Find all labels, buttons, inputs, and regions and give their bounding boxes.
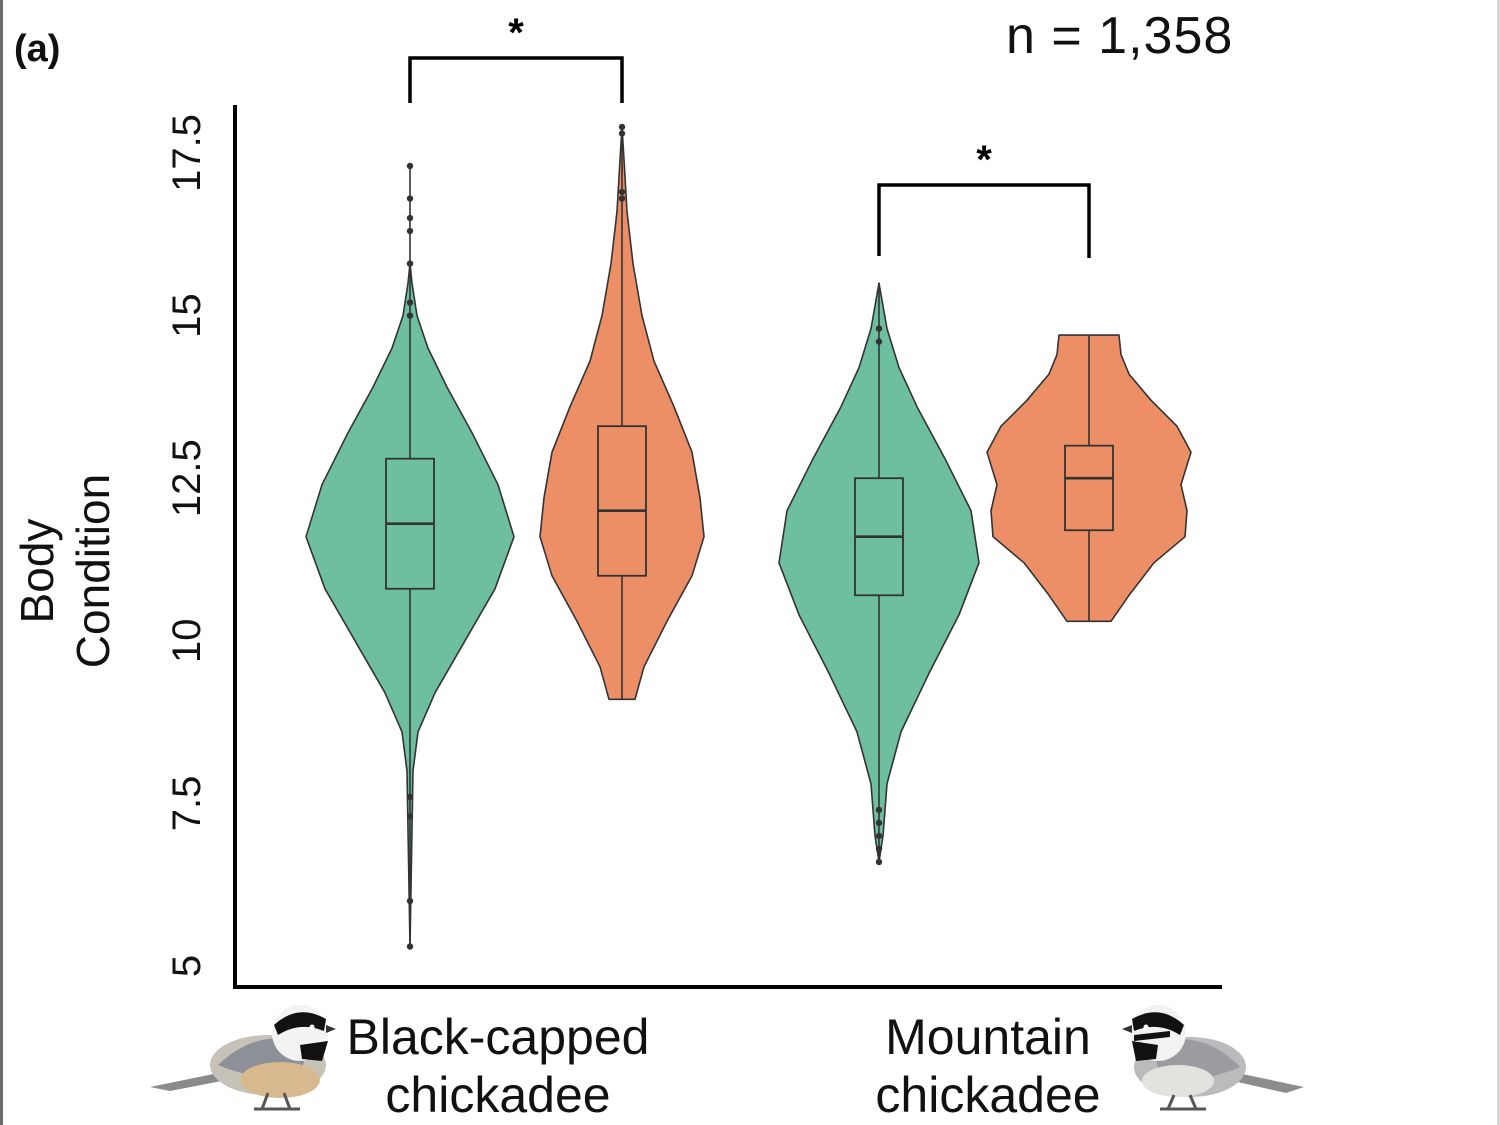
- y-tick-label: 12.5: [165, 439, 209, 517]
- panel-label: (a): [14, 28, 61, 70]
- box-iqr: [1064, 444, 1114, 532]
- outlier-point: [618, 195, 626, 202]
- y-tick-label: 15: [165, 293, 209, 338]
- box-iqr: [597, 425, 647, 577]
- category-label-black-capped-line1: Black-capped: [346, 1009, 650, 1065]
- category-label-black-capped: Black-capped chickadee: [318, 1008, 678, 1124]
- outlier-point: [875, 845, 883, 853]
- outlier-point: [406, 943, 414, 950]
- violins-layer: [305, 123, 1192, 950]
- category-label-mountain-line1: Mountain: [885, 1009, 1091, 1065]
- outlier-point: [875, 325, 883, 332]
- black-capped-chickadee-icon: [150, 1005, 336, 1111]
- outlier-point: [618, 188, 626, 196]
- outlier-point: [406, 793, 414, 801]
- y-tick-label: 7.5: [165, 776, 209, 832]
- significance-star: *: [976, 138, 992, 182]
- category-label-mountain: Mountain chickadee: [808, 1008, 1168, 1124]
- outlier-point: [406, 299, 414, 306]
- significance-bracket: [408, 56, 624, 103]
- outlier-point: [406, 214, 414, 222]
- y-tick-label: 5: [165, 955, 209, 977]
- left-border: [0, 0, 3, 1125]
- significance-brackets: **: [408, 11, 1091, 258]
- mountain-chickadee-icon: [1122, 1005, 1304, 1111]
- category-label-black-capped-line2: chickadee: [385, 1067, 611, 1123]
- y-tick-label: 10: [165, 619, 209, 664]
- outlier-point: [406, 162, 414, 170]
- axes-layer: [233, 105, 1222, 989]
- significance-bracket: [877, 183, 1091, 258]
- significance-star: *: [508, 11, 524, 55]
- category-label-mountain-line2: chickadee: [875, 1067, 1101, 1123]
- outlier-point: [406, 312, 414, 319]
- outlier-point: [406, 195, 414, 202]
- outlier-point: [618, 123, 626, 131]
- outlier-point: [618, 130, 626, 137]
- outlier-point: [875, 806, 883, 814]
- y-tick-labels: 5 7.5 10 12.5 15 17.5: [165, 114, 209, 977]
- outlier-point: [406, 227, 414, 235]
- outlier-point: [406, 813, 414, 820]
- y-tick-label: 17.5: [165, 114, 209, 192]
- right-border: [1497, 0, 1500, 1125]
- sample-size-label: n = 1,358: [1006, 7, 1234, 65]
- outlier-point: [875, 338, 883, 345]
- outlier-point: [875, 832, 883, 840]
- outlier-point: [406, 260, 414, 267]
- outlier-point: [406, 897, 414, 905]
- outlier-point: [875, 819, 883, 827]
- outlier-point: [875, 858, 883, 866]
